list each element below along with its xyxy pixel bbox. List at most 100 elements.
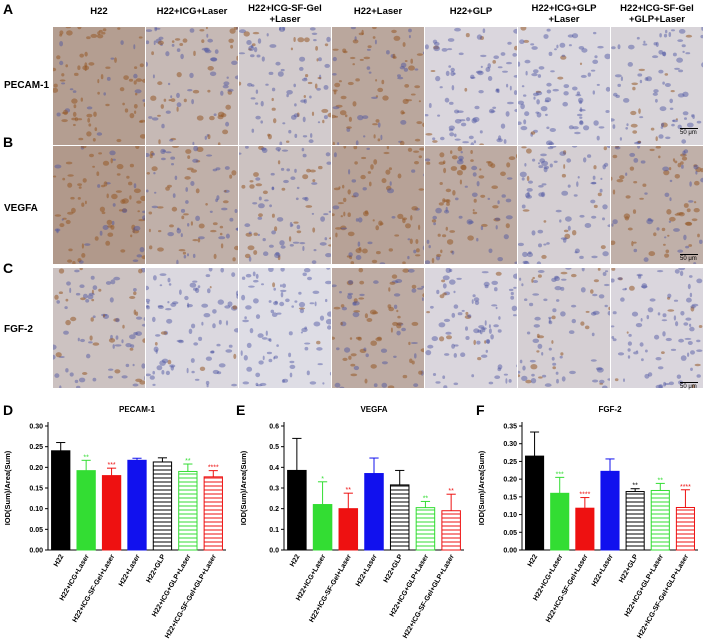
micrograph-tile (611, 268, 703, 388)
micrograph-tile (146, 146, 238, 264)
x-tick-label: H22+Laser (591, 553, 615, 588)
significance-marker: ** (448, 488, 454, 495)
bar-h22-icg-laser (76, 470, 96, 551)
bar-h22-laser (364, 473, 384, 551)
bar-h22-icg-sf-gel-glp-laser (441, 510, 461, 551)
chart-title: VEGFA (360, 405, 387, 414)
micrograph-tile (611, 27, 703, 145)
y-tick-label: 0.0 (269, 548, 279, 555)
micrograph-tile (332, 146, 424, 264)
y-tick-label: 0.30 (29, 424, 43, 431)
significance-marker: ** (346, 487, 352, 494)
column-header-h22-icg-sf-gel-laser: H22+ICG-SF-Gel +Laser (248, 3, 322, 25)
micrograph-tile (518, 268, 610, 388)
significance-marker: **** (208, 465, 219, 472)
y-tick-label: 0.4 (269, 465, 279, 472)
micrograph-tile (239, 27, 331, 145)
scale-bar-row-3: 50 μm (680, 384, 697, 390)
significance-marker: * (321, 476, 324, 483)
micrograph-tile (332, 27, 424, 145)
panel-letter-c: C (3, 260, 14, 276)
x-tick-label: H22+Laser (355, 553, 379, 588)
bar-h22-icg-sf-gel-laser (338, 508, 359, 551)
bar-h22-icg-sf-gel-laser (101, 475, 122, 551)
micrograph-tile (53, 268, 145, 388)
panel-letter-a: A (3, 1, 14, 17)
micrograph-tile (53, 27, 145, 145)
significance-marker: *** (107, 462, 115, 469)
micrograph-tile (425, 268, 517, 388)
y-axis-label: IOD(Sum)/Area(Sum) (239, 450, 248, 525)
y-tick-label: 0.15 (29, 486, 43, 493)
chart-title: FGF-2 (598, 405, 622, 414)
chart-title: PECAM-1 (119, 405, 156, 414)
y-tick-label: 0.15 (503, 494, 517, 501)
row-label-fgf2: FGF-2 (4, 324, 33, 335)
column-header-h22-icg-glp-laser: H22+ICG+GLP +Laser (531, 3, 597, 25)
y-axis-label: IOD(Sum)/Area(Sum) (477, 450, 486, 525)
y-tick-label: 0.5 (269, 444, 279, 451)
panel-letter-b: B (3, 134, 14, 150)
y-tick-label: 0.3 (269, 486, 279, 493)
significance-marker: ** (658, 477, 664, 484)
significance-marker: ** (423, 495, 429, 502)
significance-marker: **** (579, 492, 590, 499)
bar-h22-icg-glp-laser (178, 470, 198, 551)
micrograph-tile (518, 27, 610, 145)
x-tick-label: H22+ICG-SF-Gel+GLP+Laser (402, 553, 456, 639)
x-tick-label: H22+GLP (145, 553, 167, 584)
bar-h22-glp (152, 461, 173, 551)
panel-letter-d: D (3, 402, 14, 418)
x-tick-label: H22+GLP (383, 553, 405, 584)
bar-h22-icg-sf-gel-glp-laser (675, 506, 695, 551)
y-tick-label: 0.35 (503, 424, 517, 431)
bar-h22-icg-laser (550, 492, 570, 551)
bar-h22 (287, 469, 307, 551)
chart-pecam1: PECAM-1 IOD(Sum)/Area(Sum) 0.00 0.05 0.10 0.1… (3, 405, 226, 640)
x-tick-label: H22+Laser (118, 553, 142, 588)
y-tick-label: 0.6 (269, 424, 279, 431)
panel-letter-e: E (236, 402, 246, 418)
micrograph-tile (146, 27, 238, 145)
y-tick-label: 0.1 (269, 527, 279, 534)
micrograph-tile (425, 146, 517, 264)
y-tick-label: 0.2 (269, 506, 279, 513)
row-label-pecam1: PECAM-1 (4, 80, 50, 91)
micrograph-tile (425, 27, 517, 145)
y-tick-label: 0.20 (503, 477, 517, 484)
chart-vegfa: VEGFA IOD(Sum)/Area(Sum) 0.0 0.1 0.2 0.3 0.4 0.… (239, 405, 464, 640)
x-tick-label: H22 (527, 553, 540, 568)
y-tick-label: 0.05 (503, 530, 517, 537)
scale-bar-line (680, 254, 698, 255)
y-tick-label: 0.20 (29, 465, 43, 472)
y-tick-label: 0.25 (29, 444, 43, 451)
y-tick-label: 0.00 (503, 548, 517, 555)
column-header-h22-glp: H22+GLP (449, 6, 493, 17)
bar-h22-laser (600, 470, 620, 551)
scale-bar-row-1: 50 μm (680, 130, 697, 136)
bar-h22-icg-sf-gel-glp-laser (203, 476, 223, 551)
bar-h22-icg-laser (312, 504, 333, 551)
scale-bar-row-2: 50 μm (680, 256, 697, 262)
y-tick-label: 0.00 (29, 548, 43, 555)
scale-bar-line (680, 128, 698, 129)
y-axis-label: IOD(Sum)/Area(Sum) (3, 450, 12, 525)
y-tick-label: 0.10 (29, 506, 43, 513)
significance-marker: ** (632, 483, 638, 490)
column-header-h22: H22 (90, 6, 108, 17)
y-tick-label: 0.10 (503, 512, 517, 519)
micrograph-tile (332, 268, 424, 388)
significance-marker: ** (83, 454, 89, 461)
x-tick-label: H22+GLP (618, 553, 640, 584)
micrograph-tile (518, 146, 610, 264)
micrograph-tile (53, 146, 145, 264)
significance-marker: **** (680, 484, 691, 491)
column-header-h22-icg-laser: H22+ICG+Laser (156, 6, 228, 17)
y-tick-label: 0.05 (29, 527, 43, 534)
micrograph-tile (146, 268, 238, 388)
column-header-h22-laser: H22+Laser (353, 6, 403, 17)
micrograph-tile (239, 146, 331, 264)
significance-marker: *** (556, 471, 564, 478)
scale-bar-line (680, 382, 698, 383)
micrograph-tile (611, 146, 703, 264)
